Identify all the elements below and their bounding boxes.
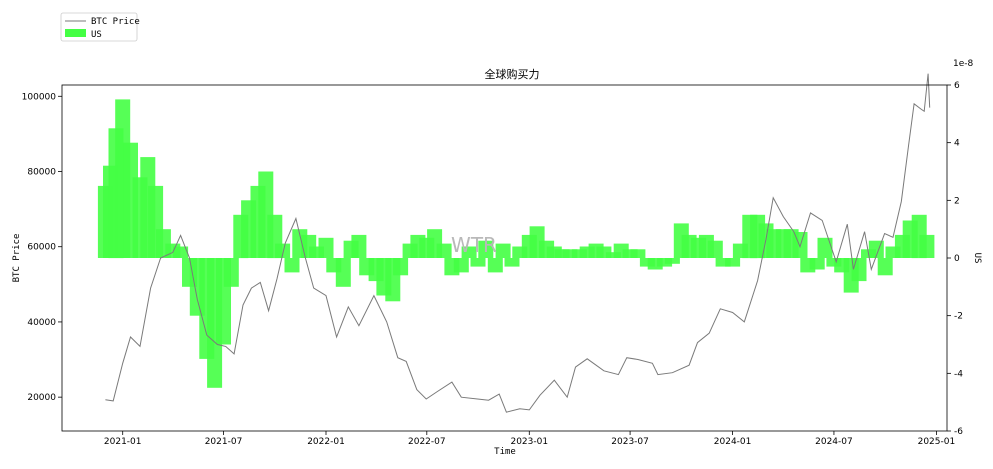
us-bar — [630, 249, 646, 258]
y-axis-right-label: US — [972, 253, 982, 264]
us-bar — [562, 249, 578, 258]
us-bar — [647, 258, 663, 270]
y-left-tick-label: 40000 — [27, 318, 56, 328]
x-tick-label: 2023-01 — [510, 437, 548, 447]
btc-price-line — [105, 73, 931, 413]
us-bars — [97, 99, 935, 388]
legend-btc-label: BTC Price — [91, 17, 140, 27]
us-bar — [877, 258, 893, 276]
y-axis-left-label: BTC Price — [12, 234, 22, 283]
us-bar — [605, 252, 621, 258]
btc-line-layer — [105, 73, 931, 413]
us-bar — [546, 246, 562, 258]
us-bar — [275, 243, 291, 258]
y-axis-right: -6 -4 -2 0 2 4 6 — [947, 81, 963, 437]
us-bar — [512, 246, 528, 258]
us-bar — [817, 237, 833, 258]
us-bar — [885, 246, 901, 258]
y-left-tick-label: 60000 — [27, 243, 56, 253]
y-right-tick-label: -4 — [954, 369, 963, 379]
x-tick-label: 2022-07 — [408, 437, 446, 447]
us-bar — [554, 249, 570, 258]
us-bar — [495, 243, 511, 258]
legend-us-label: US — [91, 30, 102, 40]
x-tick-label: 2024-01 — [714, 437, 752, 447]
us-bar — [725, 258, 741, 267]
y-axis-left: 20000 40000 60000 80000 100000 — [22, 92, 62, 403]
us-bar — [284, 258, 300, 273]
legend: BTC Price US — [60, 12, 140, 42]
x-tick-label: 2023-07 — [611, 437, 649, 447]
y-right-tick-label: 0 — [954, 254, 960, 264]
y-right-tick-label: -2 — [954, 312, 963, 322]
us-bar — [318, 237, 334, 258]
x-tick-label: 2024-07 — [815, 437, 853, 447]
us-bar — [657, 258, 673, 267]
x-tick-label: 2022-01 — [307, 437, 345, 447]
us-bar — [504, 258, 520, 267]
us-bar — [851, 258, 867, 282]
chart-title: 全球购买力 — [485, 67, 540, 81]
us-bar — [622, 249, 638, 258]
us-bar — [393, 258, 409, 276]
watermark: WTR — [451, 233, 497, 257]
us-bar — [571, 249, 587, 258]
y-left-tick-label: 100000 — [22, 92, 57, 102]
x-axis-label: Time — [494, 447, 516, 457]
us-bar — [919, 234, 935, 258]
us-bar — [487, 258, 503, 273]
us-bar — [173, 246, 189, 258]
us-bar — [809, 258, 825, 270]
x-tick-label: 2021-01 — [104, 437, 142, 447]
us-bar — [826, 258, 842, 267]
y-right-tick-label: 6 — [954, 81, 960, 91]
x-axis: 2021-01 2021-07 2022-01 2022-07 2023-01 2023-… — [104, 431, 955, 447]
y-right-tick-label: 2 — [954, 196, 960, 206]
us-bar — [639, 258, 655, 267]
us-bar — [309, 246, 324, 258]
us-bar — [664, 258, 680, 264]
y-left-tick-label: 20000 — [27, 393, 56, 403]
y-left-tick-label: 80000 — [27, 168, 56, 178]
us-bar — [715, 258, 731, 267]
us-bar — [707, 240, 723, 258]
x-tick-label: 2021-07 — [205, 437, 243, 447]
us-bar — [478, 240, 494, 258]
us-bar — [453, 258, 469, 273]
us-bar — [596, 246, 612, 258]
us-bar — [579, 246, 595, 258]
right-axis-multiplier: 1e-8 — [953, 59, 974, 69]
y-right-tick-label: 4 — [954, 139, 960, 149]
x-tick-label: 2025-01 — [918, 437, 956, 447]
us-bar — [436, 243, 452, 258]
legend-us-swatch — [65, 29, 86, 37]
y-right-tick-label: -6 — [954, 427, 963, 437]
us-bar — [792, 232, 808, 258]
us-bar — [470, 258, 486, 267]
us-bar — [461, 246, 477, 258]
us-bar — [223, 258, 239, 287]
us-bar — [351, 234, 367, 258]
us-bar — [335, 258, 351, 287]
